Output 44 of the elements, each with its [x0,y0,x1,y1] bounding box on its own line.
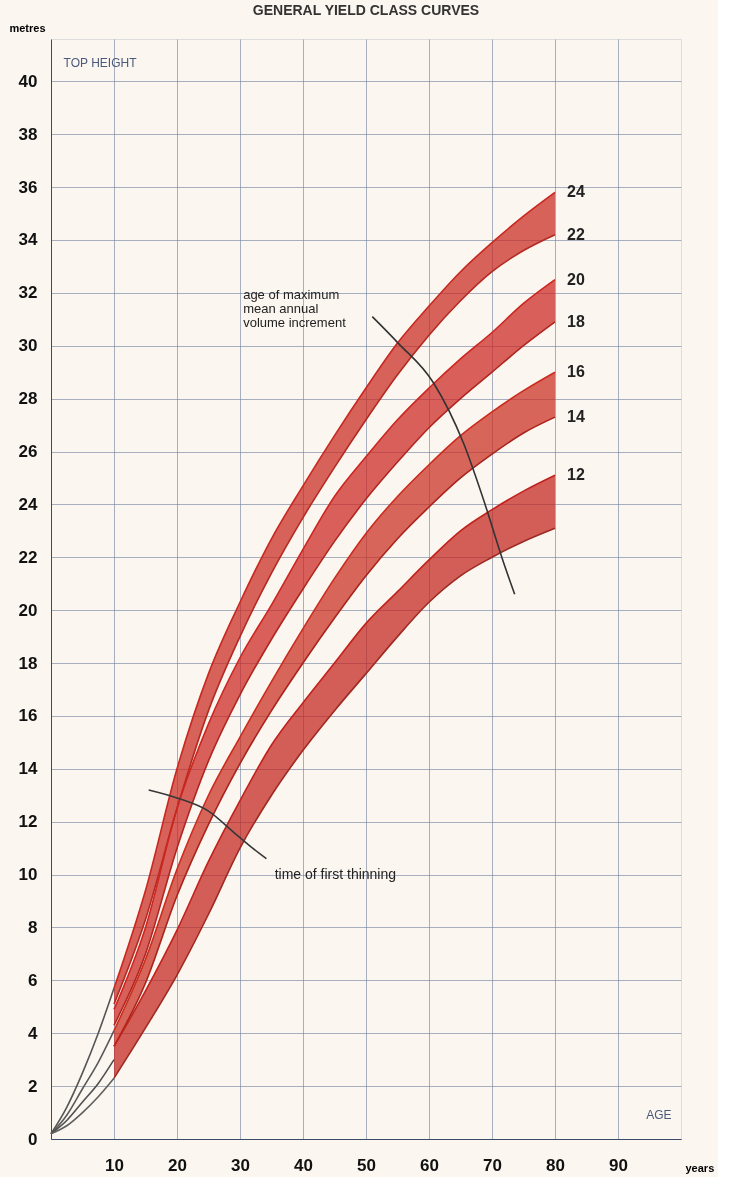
y-tick-label: 12 [18,812,38,832]
y-tick-label: 2 [28,1076,38,1096]
x-tick-label: 70 [483,1155,502,1175]
y-tick-label: 18 [18,653,38,673]
series-label: 24 [567,183,585,201]
annotation: time of first thinning [274,865,397,882]
x-tick-label: 90 [609,1155,628,1175]
y-tick-label: 20 [18,600,38,620]
y-axis-title: metres [9,21,46,34]
x-tick-label: 20 [168,1155,187,1175]
x-tick-label: 10 [105,1155,124,1175]
x-tick-label: 80 [546,1155,565,1175]
y-tick-label: 22 [18,547,38,567]
y-tick-label: 30 [18,336,38,356]
x-axis-title: years [685,1161,715,1174]
y-tick-label: 28 [18,389,38,409]
y-tick-label: 8 [28,917,38,937]
annotation: age of maximum mean annual volume increment [243,287,347,331]
series-label: 14 [567,408,585,426]
y-tick-label: 36 [18,177,38,197]
y-tick-label: 34 [18,230,39,250]
chart-title: GENERAL YIELD CLASS CURVES [252,2,480,18]
y-tick-label: 26 [18,442,38,461]
y-tick-label: 14 [18,759,39,779]
y-tick-label: 32 [18,283,38,303]
y-tick-label: 0 [28,1129,38,1149]
x-tick-label: 60 [420,1155,439,1175]
y-tick-label: 40 [18,71,38,91]
series-label: 22 [567,225,585,243]
x-tick-label: 40 [294,1155,313,1175]
y-tick-label: 16 [18,706,38,726]
y-tick-label: 10 [18,865,38,885]
x-tick-label: 30 [231,1155,250,1175]
series-label: 18 [567,312,585,330]
series-label: 20 [567,270,585,288]
y-tick-label: 38 [18,124,38,144]
annotation: TOP HEIGHT [63,55,138,70]
y-tick-label: 24 [18,494,39,514]
y-tick-label: 4 [28,1023,39,1043]
x-tick-label: 50 [357,1155,376,1175]
annotation: AGE [646,1108,672,1123]
y-tick-label: 6 [28,970,38,990]
series-label: 12 [567,466,585,484]
series-label: 16 [567,363,585,381]
